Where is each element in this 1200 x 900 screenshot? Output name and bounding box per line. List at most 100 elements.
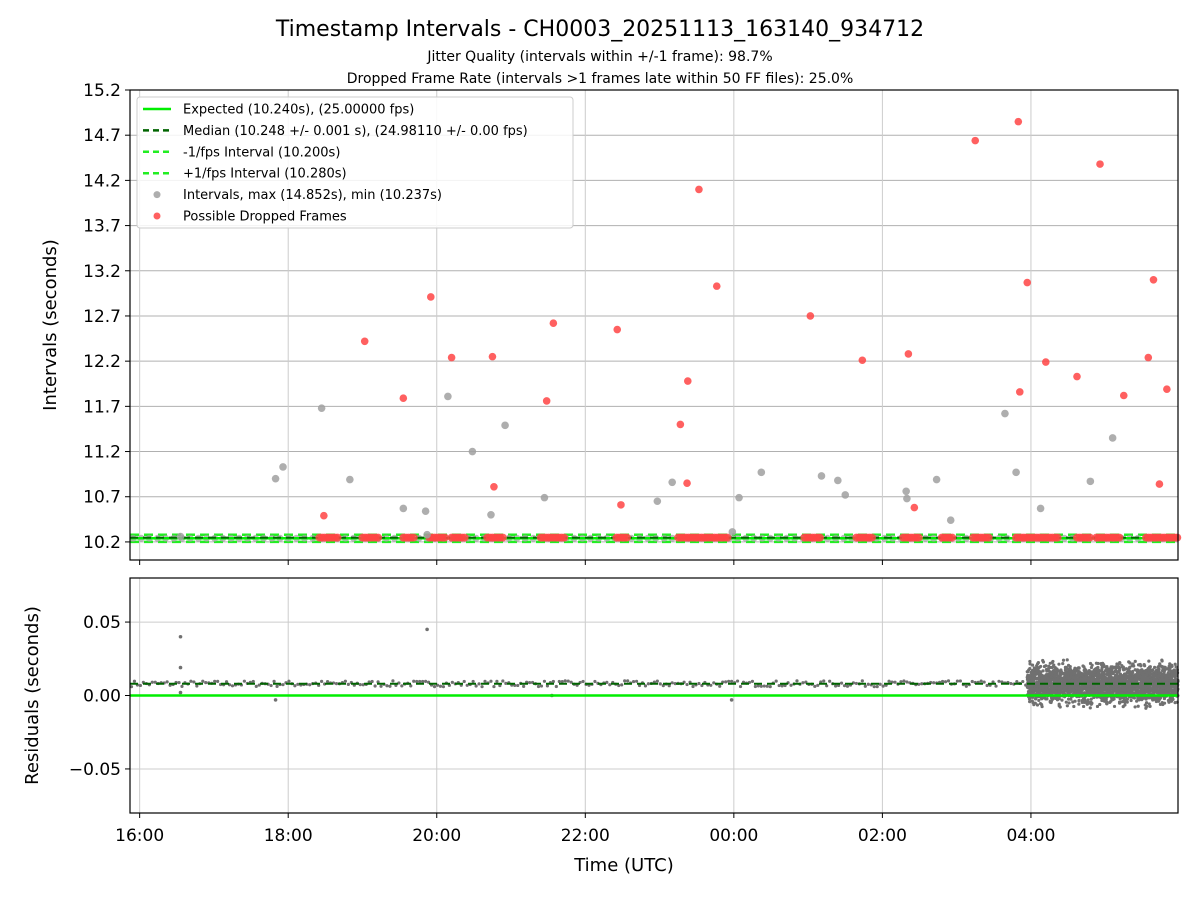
residual-point <box>1149 672 1153 676</box>
dropped-frame-point <box>1023 278 1032 287</box>
residual-point <box>1108 680 1112 684</box>
residual-point <box>1165 679 1169 683</box>
residual-point <box>1121 676 1125 680</box>
residual-point <box>1054 686 1058 690</box>
y-tick-label: 13.7 <box>83 217 121 237</box>
residual-point <box>1170 663 1174 667</box>
dropped-frame-point <box>617 501 625 509</box>
residual-point <box>178 634 183 639</box>
residual-point <box>1101 670 1105 674</box>
residual-point <box>1032 666 1036 670</box>
residual-point <box>492 684 496 689</box>
residual-point <box>1028 662 1032 666</box>
residual-point <box>1106 667 1110 672</box>
residual-point <box>970 679 974 684</box>
residual-point <box>385 684 389 688</box>
residual-point <box>1030 663 1035 667</box>
residual-point <box>1072 704 1076 709</box>
residual-point <box>557 679 561 684</box>
residual-point <box>1082 665 1086 669</box>
residual-point <box>1084 675 1089 679</box>
residual-point <box>1116 665 1121 669</box>
residual-point <box>178 690 183 695</box>
residual-point <box>620 683 624 687</box>
residual-point <box>1136 663 1141 667</box>
residuals-points <box>129 627 1180 710</box>
residual-point <box>477 682 481 686</box>
residual-point <box>1173 662 1177 666</box>
dropped-frame-point <box>1015 388 1024 396</box>
residual-point <box>1160 686 1164 690</box>
x-tick-label: 00:00 <box>709 826 758 846</box>
dropped-frame-point <box>806 312 815 320</box>
residual-point <box>1152 676 1156 681</box>
residual-point <box>1038 686 1042 690</box>
residual-point <box>216 679 220 683</box>
interval-point <box>1012 468 1020 477</box>
residual-point <box>1166 688 1170 692</box>
interval-point <box>487 511 495 519</box>
residual-point <box>1034 677 1039 681</box>
residual-point <box>1144 686 1148 690</box>
residual-point <box>1173 690 1177 694</box>
residual-point <box>213 679 217 683</box>
interval-point <box>421 507 430 515</box>
residual-point <box>358 683 362 687</box>
residual-point <box>1102 664 1107 669</box>
residual-point <box>1126 684 1130 688</box>
legend-marker <box>153 212 161 220</box>
residual-point <box>1037 669 1042 674</box>
interval-point <box>444 392 452 401</box>
residual-point <box>605 680 609 684</box>
residual-point <box>899 680 903 684</box>
residual-point <box>1151 673 1155 678</box>
dropped-frame-point <box>683 377 692 385</box>
residual-point <box>391 679 395 683</box>
residual-point <box>1070 670 1074 674</box>
residual-point <box>483 679 487 683</box>
residual-point <box>1104 678 1108 682</box>
residual-point <box>1026 670 1030 674</box>
residual-point <box>1115 691 1119 695</box>
residual-point <box>388 684 392 688</box>
residual-point <box>281 683 285 687</box>
residual-point <box>1039 679 1043 683</box>
residual-point <box>1147 678 1151 682</box>
residual-point <box>1151 668 1155 672</box>
residual-point <box>1064 700 1068 704</box>
residual-point <box>1118 672 1123 676</box>
residual-point <box>1009 681 1013 686</box>
dropped-frame-point <box>542 397 551 405</box>
residual-point <box>1088 706 1092 710</box>
residual-point <box>789 683 793 687</box>
residual-point <box>1158 662 1162 666</box>
residual-point <box>1148 704 1152 708</box>
x-tick-label: 04:00 <box>1006 826 1055 846</box>
residual-point <box>522 684 526 688</box>
dropped-frame-point <box>858 356 867 365</box>
residual-point <box>1164 675 1168 679</box>
residual-point <box>1056 696 1060 701</box>
residual-point <box>822 679 826 683</box>
residual-point <box>1122 668 1126 672</box>
residual-point <box>1039 673 1044 677</box>
intervals-panel: 10.2 10.7 11.2 11.7 12.2 12.7 13.2 13.7 14.2 14.7… <box>40 81 1182 565</box>
interval-point <box>902 487 910 496</box>
interval-point <box>1001 409 1009 418</box>
residual-point <box>1162 671 1166 676</box>
residual-point <box>379 684 383 688</box>
residual-point <box>1128 684 1132 689</box>
residual-point <box>1065 704 1069 708</box>
residual-point <box>516 683 520 688</box>
residual-point <box>1131 669 1135 674</box>
residual-point <box>1091 676 1095 680</box>
residual-point <box>1062 677 1067 681</box>
dropped-frame-point <box>971 136 980 145</box>
residual-point <box>1047 680 1052 684</box>
residual-point <box>1078 685 1082 689</box>
residual-point <box>320 679 324 683</box>
residual-point <box>1148 665 1152 669</box>
residual-point <box>1105 672 1109 677</box>
residual-point <box>1025 675 1029 679</box>
residual-point <box>1091 673 1095 677</box>
